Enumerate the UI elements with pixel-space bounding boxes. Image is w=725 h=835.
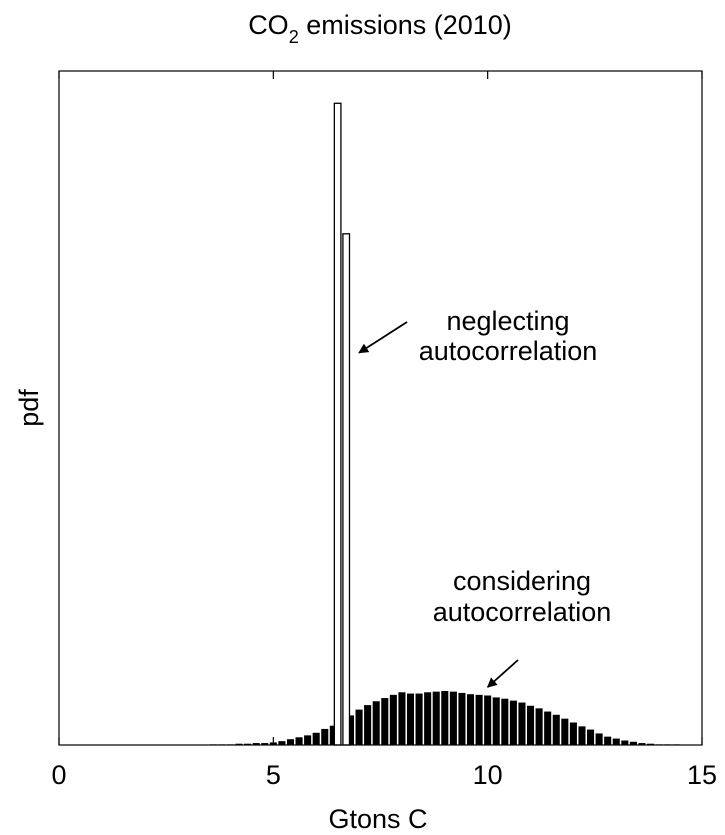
bar	[466, 694, 475, 745]
bar	[295, 737, 303, 745]
x-tick-label: 15	[687, 760, 717, 790]
bar	[629, 741, 637, 745]
bar	[638, 743, 646, 745]
bar	[501, 698, 509, 745]
series-0	[209, 690, 680, 745]
ticks-layer: 0 5 10 15	[51, 71, 717, 790]
bar	[475, 694, 483, 745]
bar	[595, 733, 603, 745]
series-1	[333, 102, 351, 746]
x-tick-label: 10	[473, 760, 503, 790]
bar	[604, 736, 612, 745]
bar	[544, 711, 552, 745]
bar	[561, 718, 569, 745]
chart-title: CO2 emissions (2010)	[248, 10, 512, 47]
bar	[372, 701, 380, 745]
bar	[252, 743, 260, 745]
bar	[342, 233, 351, 746]
bar	[278, 741, 286, 745]
bar	[286, 739, 295, 745]
bar	[364, 705, 372, 745]
bar	[329, 725, 337, 745]
bar	[355, 709, 363, 745]
x-tick-label: 5	[266, 760, 281, 790]
plot-frame	[58, 70, 703, 746]
annotation-arrow	[486, 659, 519, 688]
bar	[415, 693, 423, 745]
bar	[458, 692, 466, 745]
bar	[312, 732, 320, 745]
annotation-text: autocorrelation	[419, 336, 598, 366]
bar	[484, 695, 492, 745]
chart-title-subscript: 2	[289, 27, 299, 47]
bar	[647, 743, 655, 745]
bar	[261, 743, 269, 745]
bar	[304, 735, 312, 745]
bar	[406, 693, 415, 745]
bars-layer	[209, 102, 680, 746]
bar	[578, 726, 586, 745]
bar	[346, 715, 355, 745]
bar	[492, 697, 500, 745]
bar	[535, 708, 543, 745]
bar	[432, 691, 440, 745]
bar	[398, 692, 406, 745]
bar	[424, 692, 432, 745]
bar	[235, 743, 243, 745]
x-axis-label: Gtons C	[328, 804, 427, 834]
annotation-arrow	[358, 321, 408, 354]
bar	[509, 700, 517, 745]
bar	[527, 705, 535, 745]
bar	[621, 740, 629, 745]
annotation-text: autocorrelation	[433, 597, 612, 627]
bar	[552, 714, 560, 745]
annotation-text: considering	[453, 566, 591, 596]
bar	[449, 691, 457, 745]
bar	[518, 702, 526, 745]
bar	[381, 698, 389, 745]
bar	[587, 729, 595, 745]
bar	[612, 738, 620, 745]
annotation-text: neglecting	[446, 306, 569, 336]
annotations-layer: neglectingautocorrelationconsideringauto…	[358, 306, 612, 688]
bar	[569, 722, 577, 745]
bar	[333, 102, 342, 746]
x-tick-label: 0	[51, 760, 66, 790]
bar	[389, 694, 397, 745]
y-axis-label: pdf	[14, 389, 44, 427]
bar	[441, 690, 449, 745]
bar	[321, 728, 329, 745]
bar	[244, 743, 252, 745]
